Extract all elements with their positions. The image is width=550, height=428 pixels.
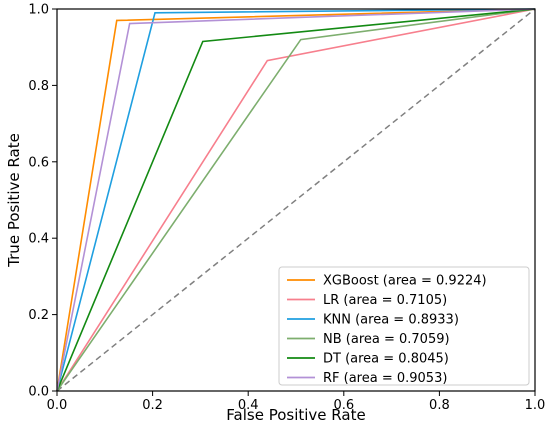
x-tick-label: 0.6 bbox=[333, 398, 354, 413]
y-axis-label: True Positive Rate bbox=[5, 133, 23, 268]
legend-entry-label: RF (area = 0.9053) bbox=[323, 371, 447, 386]
roc-curve-1 bbox=[56, 8, 536, 392]
y-tick-label: 0.8 bbox=[28, 79, 49, 94]
x-tick-label: 0.2 bbox=[142, 398, 163, 413]
legend-entry-label: KNN (area = 0.8933) bbox=[323, 313, 459, 328]
legend-entry-label: XGBoost (area = 0.9224) bbox=[323, 274, 487, 289]
y-tick-label: 0.6 bbox=[28, 155, 49, 170]
legend: XGBoost (area = 0.9224) LR (area = 0.7105… bbox=[278, 266, 530, 386]
roc-curve-2 bbox=[56, 8, 536, 392]
roc-curve-5 bbox=[56, 8, 536, 392]
legend-entry-label: DT (area = 0.8045) bbox=[323, 352, 449, 367]
legend-entry-label: NB (area = 0.7059) bbox=[323, 332, 450, 347]
roc-curve-0 bbox=[56, 8, 536, 392]
y-tick-label: 0.0 bbox=[28, 385, 49, 400]
x-tick-label: 1.0 bbox=[525, 398, 546, 413]
plot-frame bbox=[56, 8, 536, 392]
roc-curve-3 bbox=[56, 8, 536, 392]
x-tick-label: 0.4 bbox=[238, 398, 259, 413]
y-tick-label: 1.0 bbox=[28, 3, 49, 18]
legend-box bbox=[278, 266, 530, 386]
roc-curve-4 bbox=[56, 8, 536, 392]
x-tick-label: 0.0 bbox=[47, 398, 68, 413]
x-axis-label: False Positive Rate bbox=[226, 406, 365, 424]
legend-entry-label: LR (area = 0.7105) bbox=[323, 293, 447, 308]
y-tick-label: 0.2 bbox=[28, 308, 49, 323]
x-tick-label: 0.8 bbox=[429, 398, 450, 413]
reference-diagonal-line bbox=[56, 8, 536, 392]
y-tick-label: 0.4 bbox=[28, 232, 49, 247]
